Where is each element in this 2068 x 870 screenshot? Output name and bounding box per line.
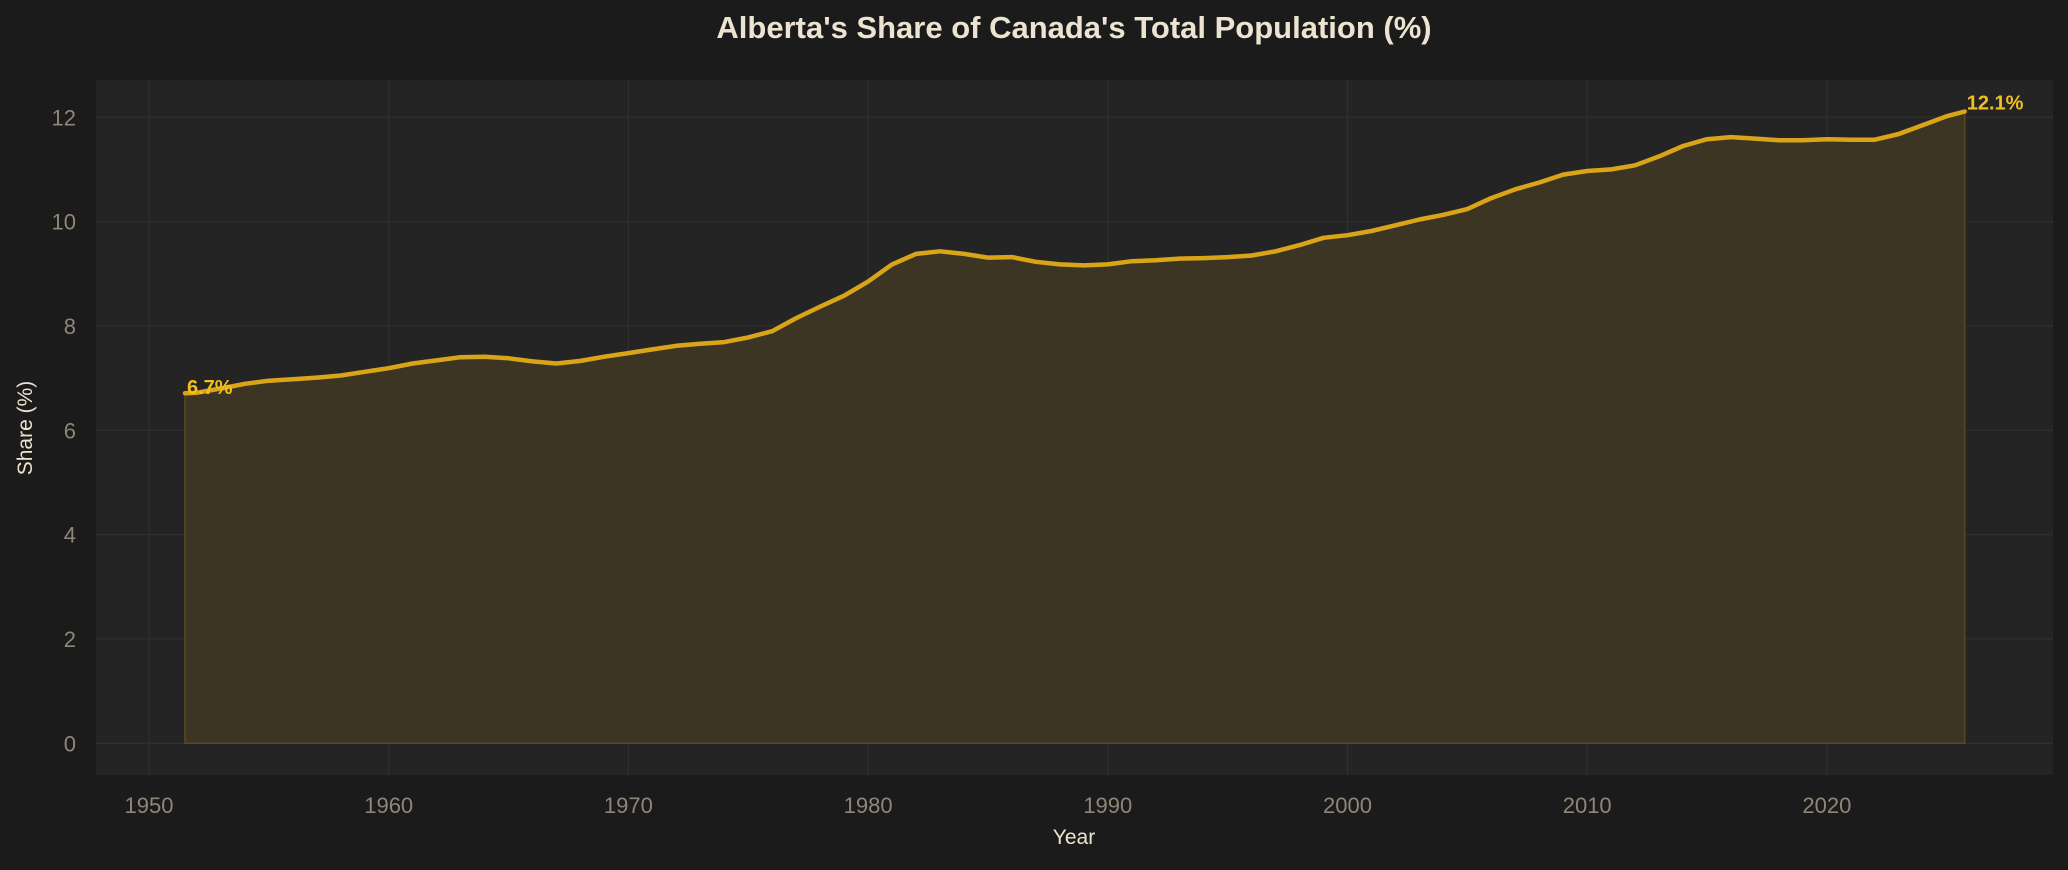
y-tick-label: 2 [64,627,76,652]
start-value-label: 6.7% [187,377,233,399]
x-axis-ticks: 1950 1960 1970 1980 1990 2000 2010 2020 [125,793,1852,818]
y-tick-label: 8 [64,314,76,339]
y-axis-label: Share (%) [14,381,37,476]
x-tick-label: 1980 [844,793,893,818]
y-tick-label: 12 [52,105,76,130]
line-path [182,109,1967,396]
x-tick-label: 2000 [1323,793,1372,818]
x-tick-label: 2010 [1563,793,1612,818]
x-tick-label: 1950 [125,793,174,818]
x-tick-label: 1970 [604,793,653,818]
data-line [182,109,1967,396]
y-tick-label: 0 [64,731,76,756]
y-tick-label: 10 [52,210,76,235]
x-tick-label: 2020 [1802,793,1851,818]
annotations: 6.7% 12.1% [187,93,2024,400]
x-tick-label: 1960 [364,793,413,818]
y-tick-label: 6 [64,418,76,443]
x-axis-label: Year [1053,826,1095,849]
end-value-label: 12.1% [1967,93,2024,115]
y-tick-label: 4 [64,523,76,548]
x-tick-label: 1990 [1083,793,1132,818]
y-axis-ticks: 0 2 4 6 8 10 12 [52,105,76,756]
chart-title: Alberta's Share of Canada's Total Popula… [716,10,1431,45]
